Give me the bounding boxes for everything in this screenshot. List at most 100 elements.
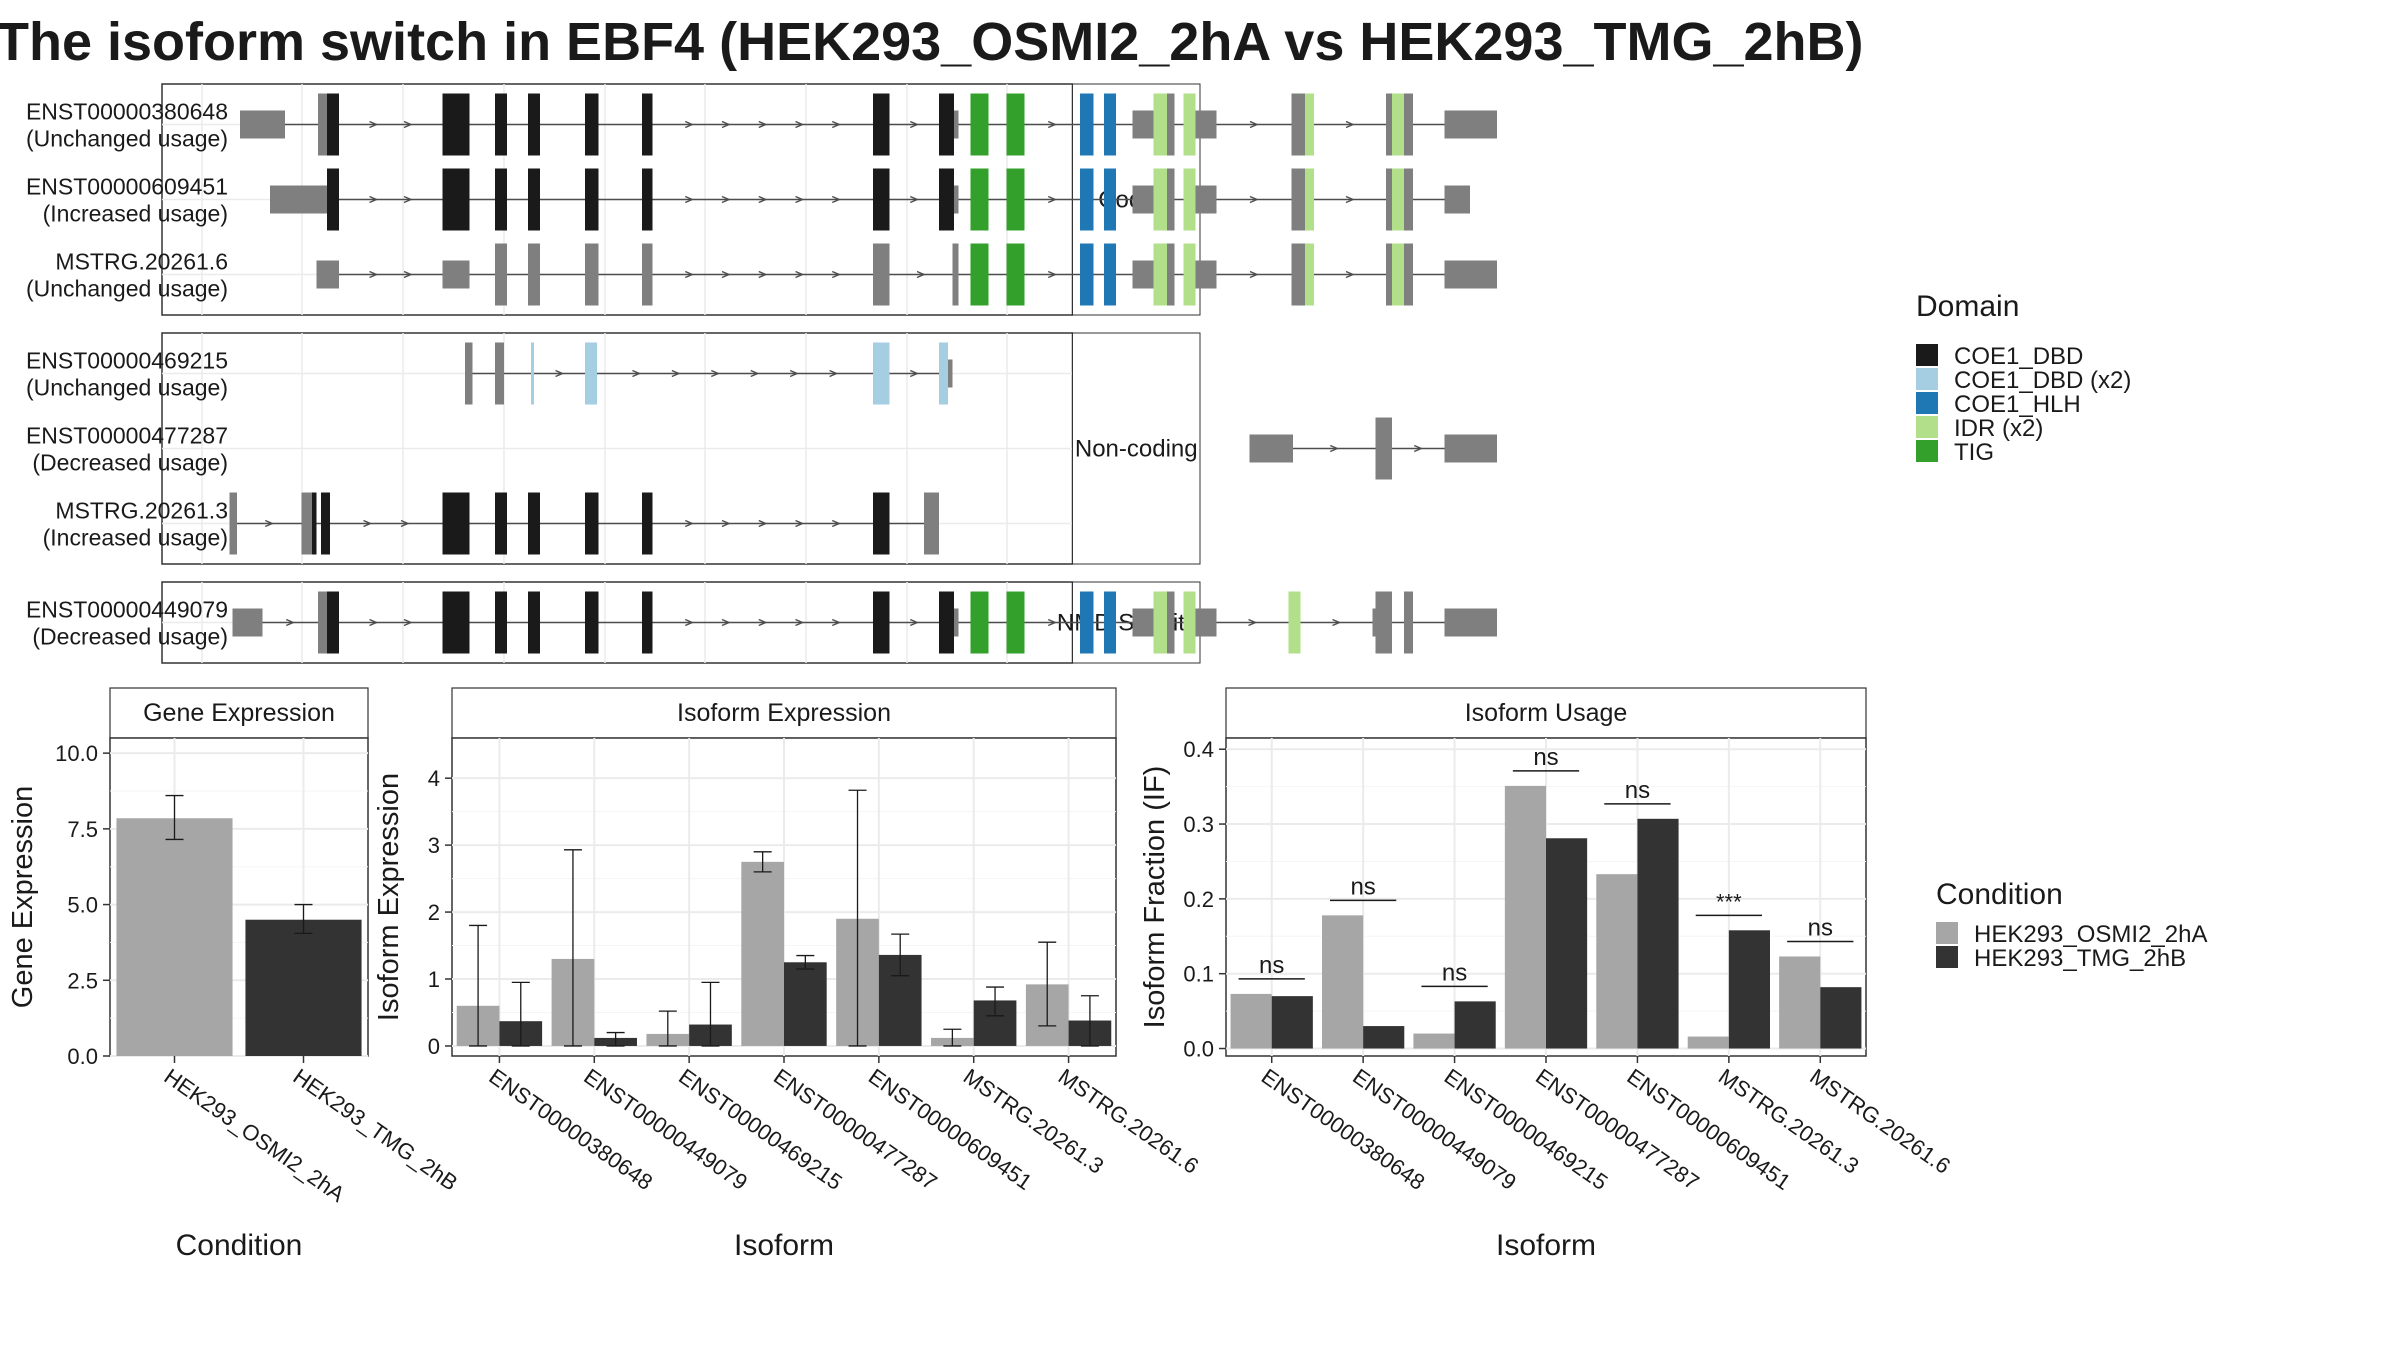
exon-block xyxy=(442,260,470,289)
domain-block xyxy=(585,591,599,654)
domain-block xyxy=(939,93,954,156)
isoform-id-label: ENST00000449079 xyxy=(26,597,228,623)
domain-block xyxy=(495,93,507,156)
exon-block xyxy=(1404,591,1413,654)
intron-arrow xyxy=(1329,444,1340,453)
bar xyxy=(1271,996,1313,1049)
isoform-id-label: ENST00000477287 xyxy=(26,423,228,449)
exon-block xyxy=(1249,434,1293,463)
intron-arrow xyxy=(711,369,721,378)
intron-arrow xyxy=(758,120,768,129)
exon-block xyxy=(270,185,291,214)
exon-block xyxy=(1167,591,1175,654)
y-tick-label: 0.1 xyxy=(1183,962,1214,987)
bar xyxy=(741,861,784,1046)
chart-title: Isoform Usage xyxy=(1465,699,1628,727)
exon-block xyxy=(1404,168,1413,231)
intron-arrow xyxy=(909,120,920,129)
exon-block xyxy=(1132,260,1154,289)
exon-block xyxy=(495,243,507,306)
intron-arrow xyxy=(795,195,805,204)
isoform-usage-label: (Decreased usage) xyxy=(32,624,228,650)
exon-block xyxy=(1375,591,1392,654)
y-tick-label: 1 xyxy=(428,967,440,992)
isoform-id-label: MSTRG.20261.6 xyxy=(55,249,228,275)
intron-arrow xyxy=(758,195,768,204)
intron-arrow xyxy=(684,519,695,528)
intron-arrow xyxy=(684,195,695,204)
y-tick-label: 4 xyxy=(428,766,440,791)
domain-block xyxy=(1104,591,1116,654)
domain-block xyxy=(1104,243,1116,306)
bar xyxy=(1363,1026,1405,1049)
intron-arrow xyxy=(1047,120,1058,129)
intron-arrow xyxy=(1249,195,1259,204)
domain-block xyxy=(970,243,989,306)
domain-block xyxy=(1006,168,1025,231)
domain-block xyxy=(1006,591,1025,654)
bar xyxy=(1454,1001,1496,1049)
y-tick-label: 10.0 xyxy=(55,741,98,766)
bar-chart-1: Isoform Expression 0 1 2 3 4 Isoform Expressio… xyxy=(373,687,1203,1262)
isoform-usage-label: (Unchanged usage) xyxy=(26,126,228,152)
domain-block xyxy=(495,591,507,654)
exon-block xyxy=(316,260,339,289)
domain-legend-label: IDR (x2) xyxy=(1954,415,2043,442)
isoform-id-label: ENST00000609451 xyxy=(26,174,228,200)
domain-block xyxy=(585,492,599,555)
intron-arrow xyxy=(1345,270,1355,279)
domain-block xyxy=(939,342,948,405)
intron-arrow xyxy=(403,195,413,204)
intron-arrow xyxy=(831,195,842,204)
exon-block xyxy=(1167,93,1175,156)
intron-arrow xyxy=(1345,120,1355,129)
exon-block xyxy=(1444,608,1497,637)
domain-legend-title: Domain xyxy=(1916,290,2019,323)
domain-block xyxy=(1080,93,1094,156)
figure-title: The isoform switch in EBF4 (HEK293_OSMI2… xyxy=(0,12,1864,72)
bar xyxy=(784,962,827,1046)
x-tick-label: ENST00000609451 xyxy=(1623,1064,1796,1195)
domain-block xyxy=(642,93,653,156)
intron-arrow xyxy=(369,618,379,627)
domain-block xyxy=(1288,591,1301,654)
intron-arrow xyxy=(285,618,296,627)
significance-label: ns xyxy=(1259,952,1284,979)
domain-legend-key xyxy=(1916,344,1938,366)
domain-block xyxy=(1183,591,1196,654)
intron-arrow xyxy=(829,369,839,378)
intron-arrow xyxy=(671,369,681,378)
domain-legend-label: COE1_DBD (x2) xyxy=(1954,367,2131,394)
domain-block xyxy=(585,168,599,231)
isoform-usage-label: (Increased usage) xyxy=(43,525,228,551)
exon-block xyxy=(1195,110,1217,139)
domain-block xyxy=(1080,591,1094,654)
bar xyxy=(1779,956,1821,1049)
intron-arrow xyxy=(1047,270,1058,279)
domain-block xyxy=(327,93,339,156)
isoform-id-label: ENST00000380648 xyxy=(26,99,228,125)
significance-label: *** xyxy=(1716,889,1742,914)
domain-block xyxy=(1305,168,1314,231)
domain-legend-label: TIG xyxy=(1954,439,1994,466)
x-axis-label: Condition xyxy=(176,1229,303,1262)
exon-block xyxy=(954,608,959,637)
y-tick-label: 0.3 xyxy=(1183,812,1214,837)
exon-block xyxy=(1404,93,1413,156)
intron-arrow xyxy=(909,369,920,378)
domain-legend-key xyxy=(1916,392,1938,414)
exon-block xyxy=(1195,608,1217,637)
intron-arrow xyxy=(363,519,373,528)
intron-arrow xyxy=(831,270,842,279)
exon-block xyxy=(1195,185,1217,214)
domain-block xyxy=(1153,93,1167,156)
intron-arrow xyxy=(632,369,642,378)
y-tick-label: 0.2 xyxy=(1183,887,1214,912)
domain-block xyxy=(1080,243,1094,306)
intron-arrow xyxy=(795,519,805,528)
bar xyxy=(1230,993,1272,1049)
x-tick-label: ENST00000469215 xyxy=(674,1064,847,1195)
